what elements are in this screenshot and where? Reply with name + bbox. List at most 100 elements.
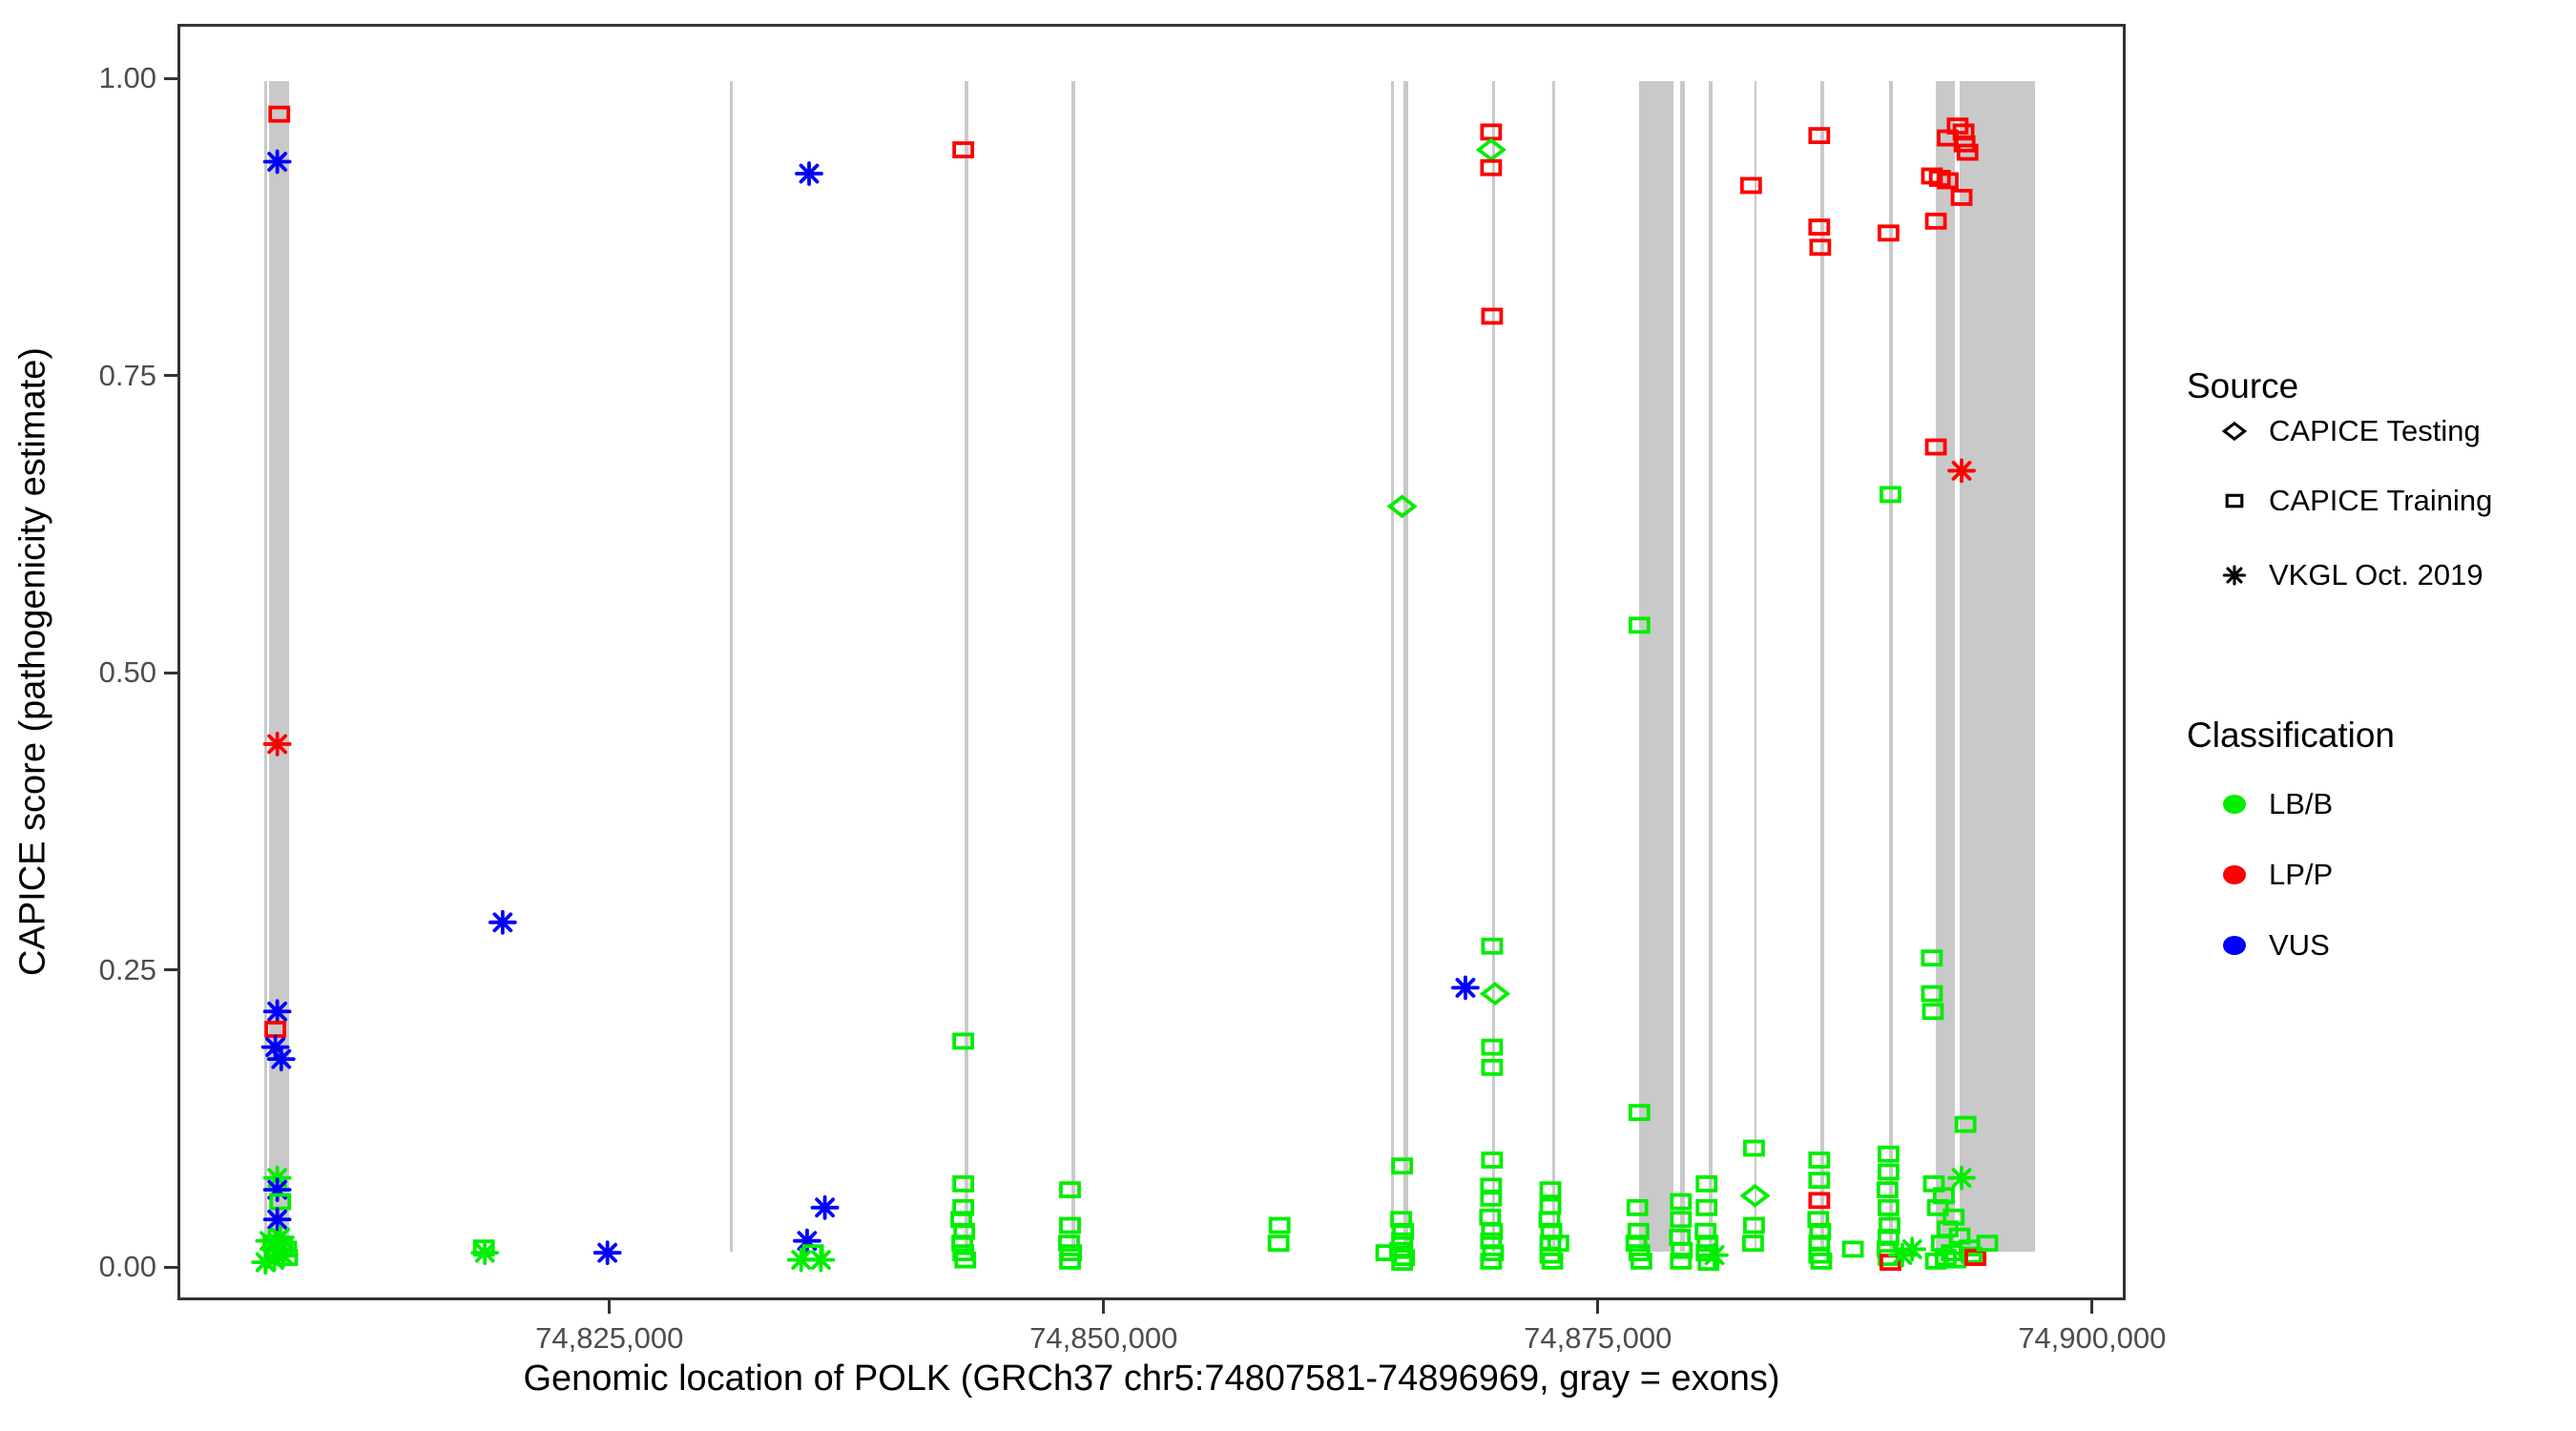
point-training-lbb (1671, 1241, 1693, 1259)
point-training-lbb (1695, 1175, 1718, 1192)
x-tick-label: 74,850,000 (1029, 1321, 1178, 1355)
point-training-lbb (1743, 1216, 1765, 1234)
y-tick-mark (164, 76, 177, 80)
point-training-lbb (1960, 1246, 1983, 1264)
point-training-lbb (1877, 1163, 1900, 1181)
point-training-lbb (1877, 1198, 1900, 1216)
legend-item-capice-training: CAPICE Training (2200, 482, 2492, 520)
legend-item-lb-b: LB/B (2200, 785, 2333, 823)
point-training-lpp (1950, 188, 1973, 206)
y-tick-label: 0.50 (98, 655, 156, 690)
legend-source-items: CAPICE Testing CAPICE Training VKGL Oct. 2… (2200, 402, 2492, 594)
point-training-lbb (1877, 1145, 1900, 1163)
point-training-lbb (954, 1251, 977, 1269)
point-training-lbb (1670, 1211, 1693, 1229)
y-tick-label: 1.00 (98, 61, 156, 95)
exon-band (1639, 81, 1674, 1253)
point-vkgl-vus (260, 1034, 290, 1060)
point-training-lbb (1742, 1234, 1764, 1253)
point-training-lbb (1480, 1252, 1503, 1270)
point-training-lbb (1539, 1181, 1562, 1199)
point-vkgl-lbb (1898, 1236, 1927, 1262)
point-vkgl-vus (262, 149, 292, 175)
point-vkgl-vus (262, 1207, 292, 1233)
exon-line (1680, 81, 1686, 1253)
point-vkgl-vus (793, 1228, 821, 1254)
exon-band (269, 81, 289, 1253)
color-dot-icon (2200, 795, 2269, 814)
legend-item-label: CAPICE Testing (2269, 414, 2481, 447)
exon-line (1403, 81, 1409, 1253)
x-tick-mark (2090, 1300, 2094, 1314)
point-training-lpp (1481, 307, 1504, 325)
square-icon (2200, 482, 2269, 520)
point-training-lbb (1392, 1222, 1415, 1240)
color-dot-icon (2200, 936, 2269, 955)
point-training-lpp (1956, 143, 1979, 161)
point-training-lbb (1926, 1198, 1949, 1216)
point-vkgl-vus (810, 1194, 840, 1220)
y-tick-label: 0.75 (98, 358, 156, 392)
point-training-lbb (952, 1032, 975, 1050)
legend-item-label: LP/P (2269, 858, 2334, 891)
point-training-lbb (1922, 1003, 1944, 1021)
point-training-lbb (1481, 937, 1504, 955)
exon-line (1708, 81, 1713, 1253)
point-training-lbb (1810, 1252, 1833, 1270)
point-vkgl-lbb (1947, 1165, 1976, 1191)
point-vkgl-vus (795, 161, 823, 186)
point-training-lpp (1808, 1192, 1831, 1210)
legend-item-label: CAPICE Training (2269, 484, 2493, 517)
point-training-lbb (1481, 1222, 1504, 1240)
point-training-lbb (1479, 1208, 1502, 1226)
point-vkgl-lpp (262, 732, 292, 757)
point-training-lbb (1626, 1198, 1649, 1216)
point-training-lpp (1480, 158, 1503, 176)
point-training-lpp (1809, 238, 1832, 257)
point-training-lbb (1391, 1232, 1414, 1250)
point-training-lbb (1541, 1252, 1564, 1270)
point-vkgl-vus (488, 909, 517, 935)
legend-item-lp-p: LP/P (2200, 856, 2333, 894)
point-vkgl-vus (1451, 975, 1480, 1001)
x-tick-label: 74,825,000 (535, 1321, 684, 1355)
legend-item-label: LB/B (2269, 787, 2334, 820)
exon-line (1889, 81, 1894, 1253)
plot-panel (177, 24, 2126, 1300)
point-training-lbb (1921, 985, 1943, 1003)
point-training-lbb (1670, 1192, 1693, 1211)
point-testing-lbb (1475, 137, 1506, 162)
exon-line (1070, 81, 1075, 1253)
point-training-lbb (1841, 1240, 1864, 1258)
point-training-lbb (1743, 1139, 1765, 1157)
point-training-lbb (1935, 1249, 1957, 1267)
y-tick-label: 0.00 (98, 1250, 156, 1284)
point-training-lbb (1391, 1157, 1414, 1175)
exon-line (1819, 81, 1824, 1253)
y-tick-mark (164, 374, 177, 378)
point-testing-lbb (1386, 494, 1418, 519)
point-vkgl-lbb (260, 1247, 289, 1273)
legend-item-label: VUS (2269, 928, 2330, 962)
y-tick-mark (164, 1265, 177, 1269)
asterisk-icon (2200, 556, 2269, 594)
point-training-lpp (1937, 172, 1959, 190)
point-training-lbb (1880, 486, 1901, 504)
point-training-lbb (1695, 1198, 1718, 1216)
legend-item-vus: VUS (2200, 926, 2333, 964)
point-vkgl-lbb (255, 1228, 284, 1254)
exon-line (264, 81, 267, 1253)
point-vkgl-lbb (786, 1247, 816, 1273)
legend-source-title: Source (2187, 366, 2299, 405)
point-training-lbb (1481, 1058, 1504, 1076)
point-training-lbb (1625, 1234, 1648, 1253)
point-training-lbb (1393, 1249, 1416, 1267)
point-training-lpp (1964, 1249, 1986, 1267)
legend-item-vkgl-oct-2019: VKGL Oct. 2019 (2200, 556, 2492, 594)
x-tick-mark (1596, 1300, 1600, 1314)
data-points-layer (251, 105, 1999, 1275)
point-training-lbb (1954, 1115, 1977, 1133)
exon-line (964, 81, 968, 1253)
legend-classification-title: Classification (2187, 716, 2395, 755)
